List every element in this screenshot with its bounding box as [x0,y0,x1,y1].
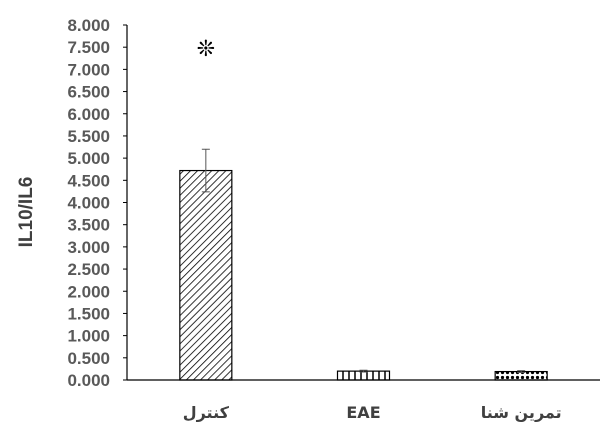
x-axis-categories: کنترل EAE تمرین شنا [183,403,562,422]
bar [179,169,233,381]
y-tick-label: 8.000 [67,16,110,35]
y-tick-label: 3.500 [67,216,110,235]
y-axis-label: IL10/IL6 [16,177,37,248]
significance-marker: ❊ [197,37,215,62]
bars [179,169,548,381]
x-category-label: تمرین شنا [481,403,562,422]
y-tick-label: 4.500 [67,171,110,190]
y-tick-label: 5.500 [67,127,110,146]
y-tick-label: 2.000 [67,282,110,301]
y-tick-label: 7.000 [67,60,110,79]
y-tick-label: 1.000 [67,327,110,346]
y-tick-label: 3.000 [67,238,110,257]
y-tick-label: 1.500 [67,304,110,323]
y-tick-label: 4.000 [67,194,110,213]
x-category-label: EAE [346,403,380,422]
y-tick-label: 6.500 [67,83,110,102]
x-category-label: کنترل [183,403,230,422]
y-tick-label: 6.000 [67,105,110,124]
y-axis-ticks: 0.000 0.500 1.000 1.500 2.000 2.500 3.000 3.500… [67,16,127,390]
y-tick-label: 5.000 [67,149,110,168]
y-tick-label: 0.000 [67,371,110,390]
y-tick-label: 0.500 [67,349,110,368]
y-tick-label: 2.500 [67,260,110,279]
error-bars [201,148,526,373]
y-tick-label: 7.500 [67,38,110,57]
